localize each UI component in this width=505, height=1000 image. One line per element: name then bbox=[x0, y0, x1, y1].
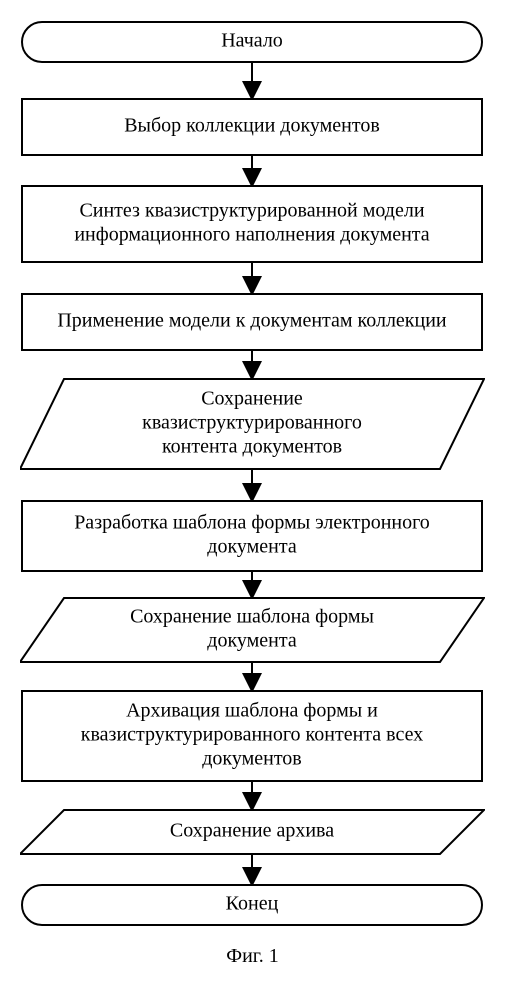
node-n6: Сохранение шаблона формыдокумента bbox=[20, 598, 484, 662]
svg-text:информационного наполнения док: информационного наполнения документа bbox=[74, 224, 429, 246]
svg-text:Начало: Начало bbox=[221, 30, 283, 52]
svg-text:квазиструктурированного: квазиструктурированного bbox=[142, 412, 362, 434]
svg-text:Сохранение архива: Сохранение архива bbox=[170, 820, 334, 842]
svg-text:Сохранение: Сохранение bbox=[201, 388, 303, 410]
svg-text:Сохранение шаблона формы: Сохранение шаблона формы bbox=[130, 606, 374, 628]
figure-caption: Фиг. 1 bbox=[226, 945, 278, 967]
svg-text:Синтез квазиструктурированной: Синтез квазиструктурированной модели bbox=[79, 200, 424, 222]
node-n8: Сохранение архива bbox=[20, 810, 484, 854]
node-n3: Применение модели к документам коллекции bbox=[22, 294, 482, 350]
svg-text:Разработка шаблона формы элект: Разработка шаблона формы электронного bbox=[74, 512, 430, 534]
node-n7: Архивация шаблона формы иквазиструктурир… bbox=[22, 691, 482, 781]
flowchart-svg: Начало Выбор коллекции документов Синтез к… bbox=[20, 20, 485, 980]
svg-text:документа: документа bbox=[207, 630, 297, 652]
node-n1: Выбор коллекции документов bbox=[22, 99, 482, 155]
svg-text:Архивация шаблона формы и: Архивация шаблона формы и bbox=[126, 700, 378, 722]
svg-text:квазиструктурированного контен: квазиструктурированного контента всех bbox=[81, 724, 423, 746]
svg-text:Выбор коллекции документов: Выбор коллекции документов bbox=[124, 115, 380, 137]
svg-text:Конец: Конец bbox=[226, 893, 279, 915]
node-n9: Конец bbox=[22, 885, 482, 925]
node-n0: Начало bbox=[22, 22, 482, 62]
node-n5: Разработка шаблона формы электронногодок… bbox=[22, 501, 482, 571]
svg-text:документов: документов bbox=[202, 748, 302, 770]
svg-text:документа: документа bbox=[207, 536, 297, 558]
node-n4: Сохранениеквазиструктурированногоконтент… bbox=[20, 379, 484, 469]
svg-text:Применение модели к документам: Применение модели к документам коллекции bbox=[57, 310, 447, 332]
node-n2: Синтез квазиструктурированной моделиинфо… bbox=[22, 186, 482, 262]
svg-text:контента документов: контента документов bbox=[162, 436, 342, 458]
